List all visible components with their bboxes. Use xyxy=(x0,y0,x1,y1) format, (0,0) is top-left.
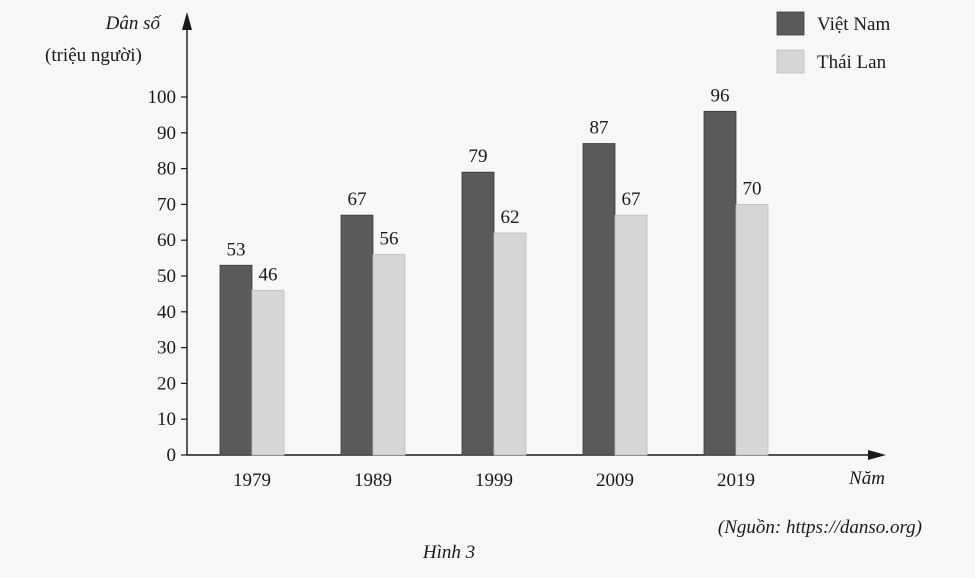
y-tick-label: 20 xyxy=(157,373,176,394)
data-label-viet-nam: 67 xyxy=(348,189,367,210)
bar-viet-nam xyxy=(582,143,616,456)
x-axis-title: Năm xyxy=(848,468,885,489)
data-label-thai-lan: 70 xyxy=(743,178,762,199)
x-tick-label: 2019 xyxy=(717,470,755,491)
x-axis-arrow xyxy=(868,450,886,460)
x-tick-label: 1979 xyxy=(233,470,271,491)
y-tick-label: 100 xyxy=(148,87,177,108)
bar-thai-lan xyxy=(735,203,769,456)
bar-thai-lan xyxy=(493,232,527,456)
x-ticks: 1979 1989 1999 2009 2019 xyxy=(233,470,755,491)
data-label-thai-lan: 46 xyxy=(259,264,278,285)
y-axis-title: Dân số xyxy=(105,13,162,34)
y-tick-label: 60 xyxy=(157,230,176,251)
source-note: (Nguồn: https://danso.org) xyxy=(718,517,922,538)
data-label-viet-nam: 87 xyxy=(590,118,609,139)
y-tick-label: 30 xyxy=(157,338,176,359)
data-label-viet-nam: 96 xyxy=(711,85,730,106)
data-label-thai-lan: 62 xyxy=(501,207,520,228)
data-label-viet-nam: 53 xyxy=(227,239,246,260)
bar-viet-nam xyxy=(340,214,374,456)
y-tick-label: 80 xyxy=(157,159,176,180)
legend: Việt Nam Thái Lan xyxy=(776,11,890,74)
data-label-viet-nam: 79 xyxy=(469,146,488,167)
y-axis-arrow xyxy=(182,12,192,30)
y-ticks: 0 10 20 30 40 50 60 70 80 90 100 xyxy=(148,87,187,466)
bar-viet-nam xyxy=(219,264,253,456)
legend-swatch-thai-lan xyxy=(776,49,805,74)
y-tick-label: 90 xyxy=(157,123,176,144)
y-tick-label: 50 xyxy=(157,266,176,287)
bar-thai-lan xyxy=(372,254,406,456)
figure-caption: Hình 3 xyxy=(422,542,475,563)
x-tick-label: 2009 xyxy=(596,470,634,491)
data-label-thai-lan: 56 xyxy=(380,229,399,250)
legend-label-thai-lan: Thái Lan xyxy=(817,52,887,73)
data-label-thai-lan: 67 xyxy=(622,189,641,210)
bars: 53 46 67 56 79 62 87 67 96 70 xyxy=(219,85,769,456)
legend-label-viet-nam: Việt Nam xyxy=(817,14,890,35)
y-tick-label: 40 xyxy=(157,302,176,323)
bar-viet-nam xyxy=(461,171,495,456)
axes xyxy=(182,12,886,460)
bar-thai-lan xyxy=(251,289,285,456)
x-tick-label: 1989 xyxy=(354,470,392,491)
y-tick-label: 0 xyxy=(167,445,177,466)
bar-thai-lan xyxy=(614,214,648,456)
y-axis-unit: (triệu người) xyxy=(45,45,142,66)
y-tick-label: 70 xyxy=(157,194,176,215)
y-tick-label: 10 xyxy=(157,409,176,430)
x-tick-label: 1999 xyxy=(475,470,513,491)
legend-swatch-viet-nam xyxy=(776,11,805,36)
bar-viet-nam xyxy=(703,110,737,456)
